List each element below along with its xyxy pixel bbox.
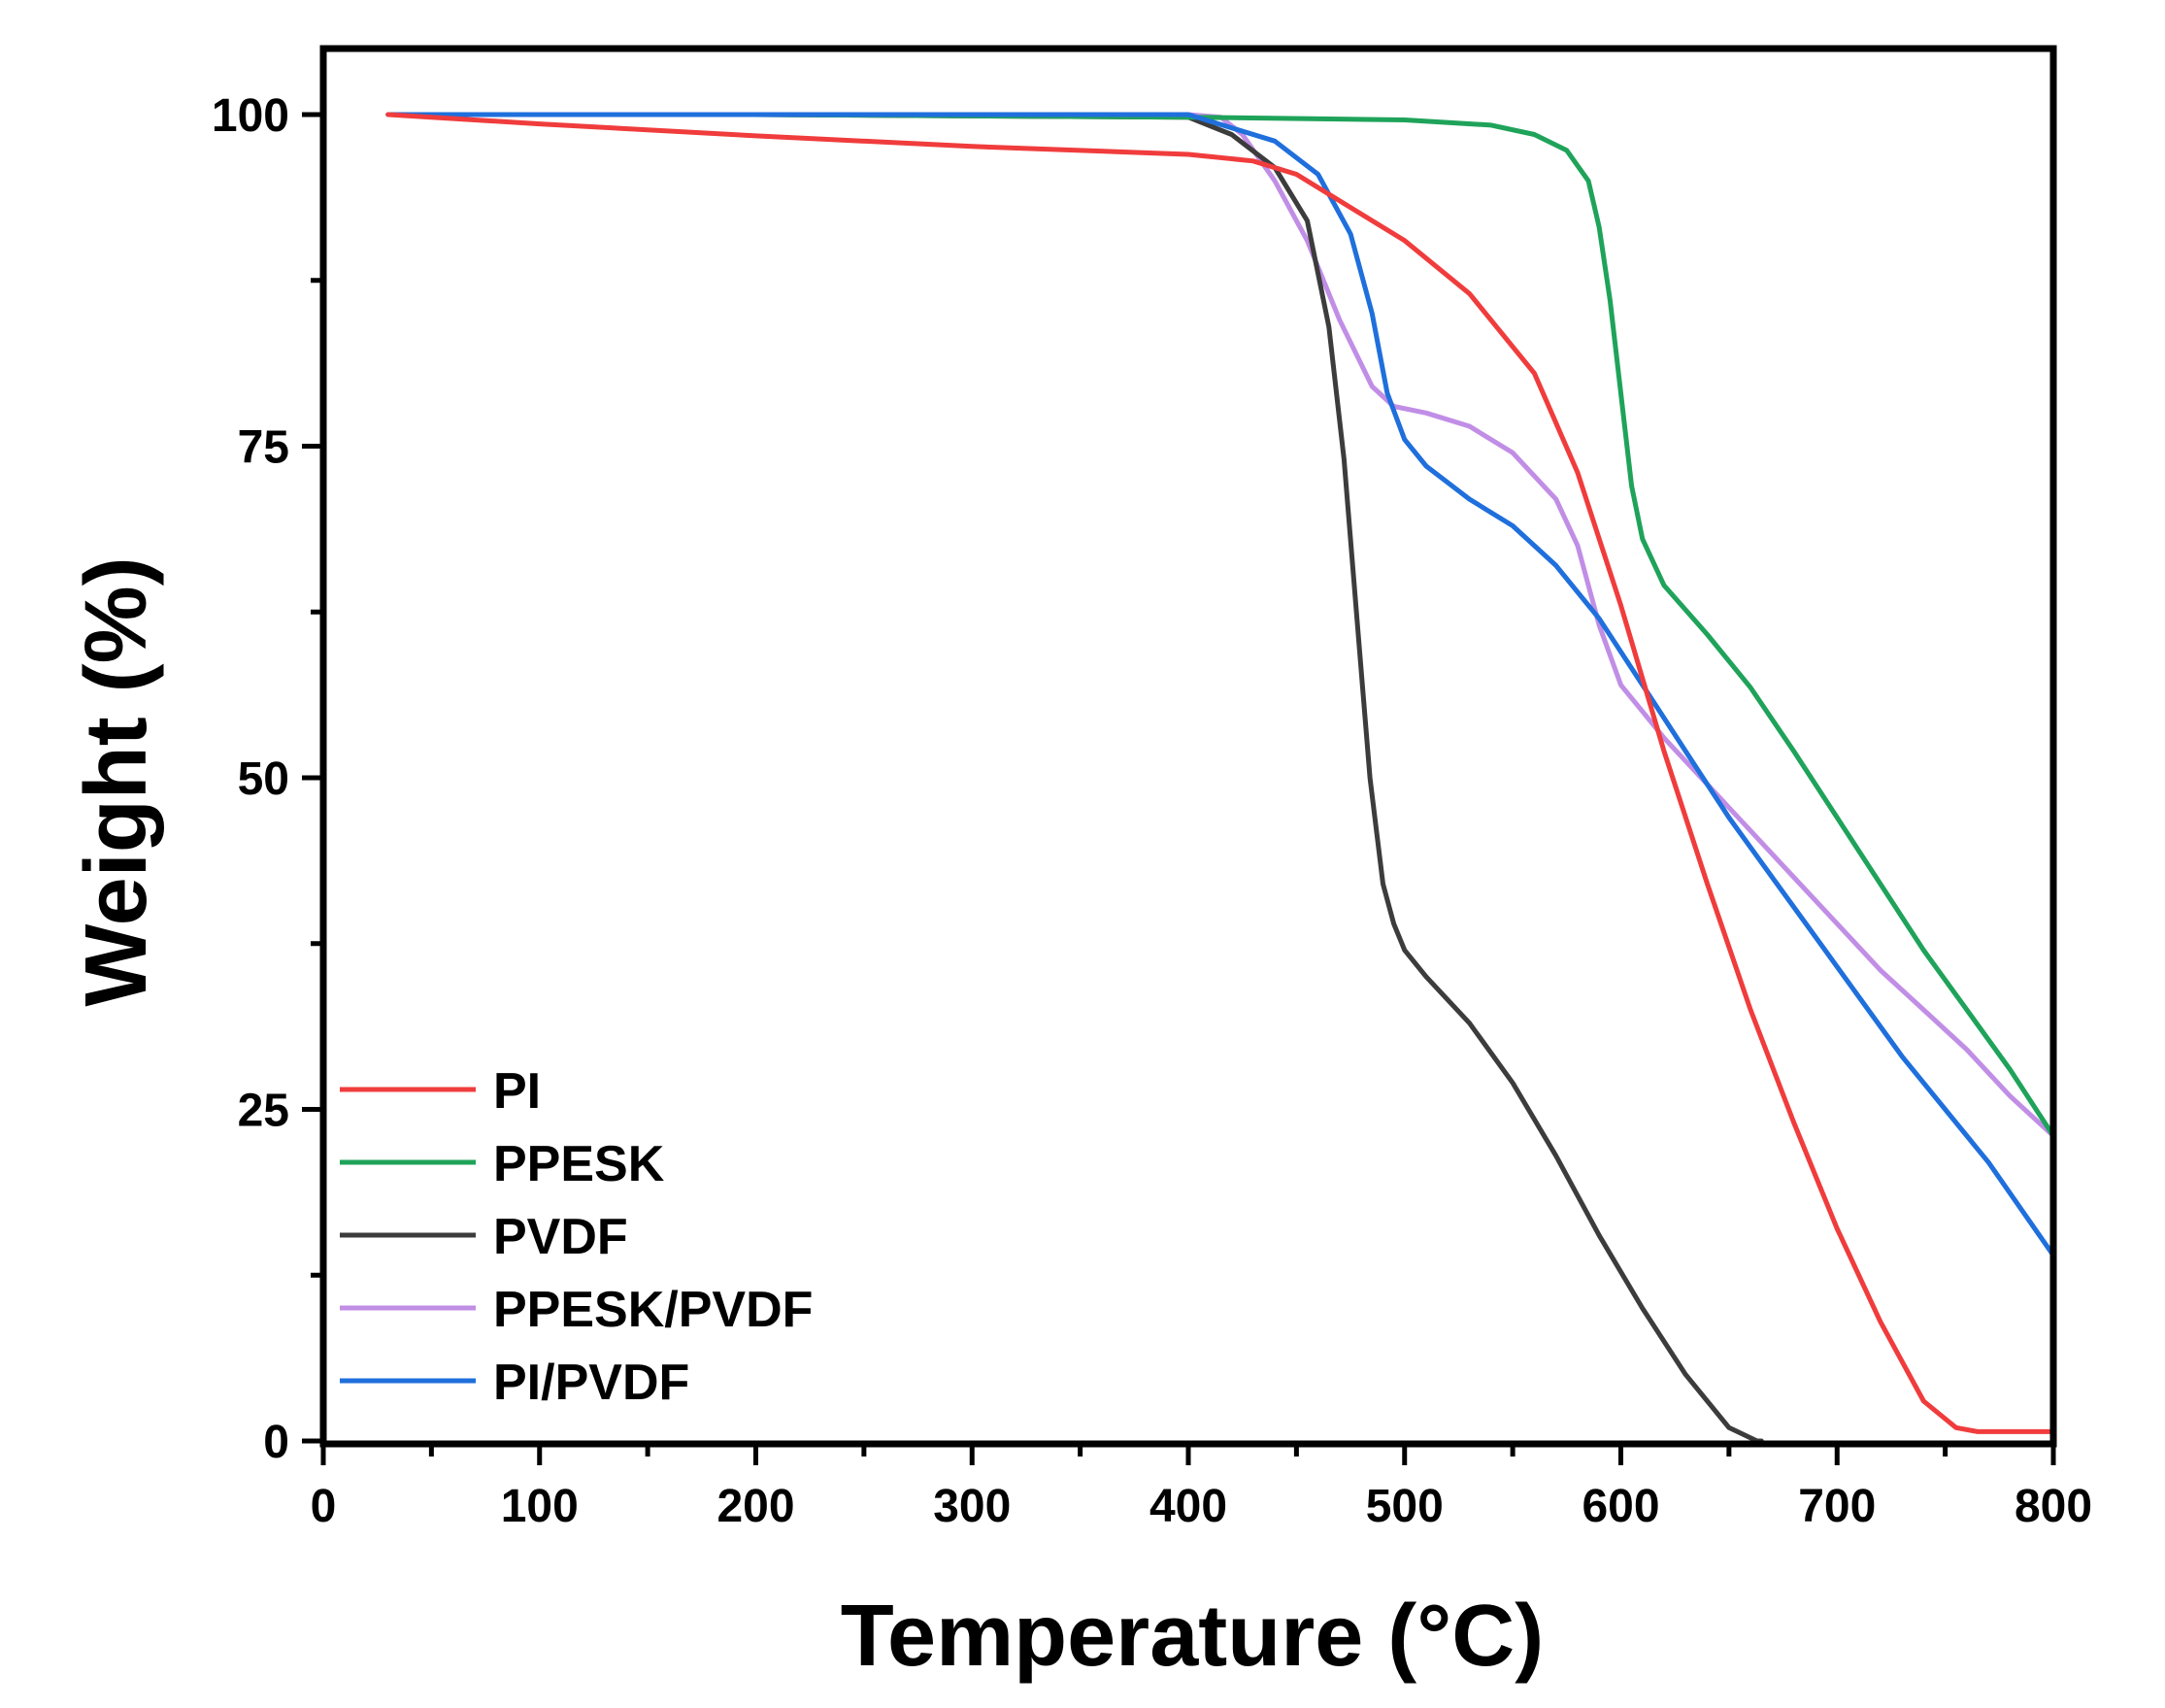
series-line-ppesk (385, 112, 2056, 1139)
x-tick-label: 600 (1582, 1481, 1659, 1532)
y-tick-label: 100 (212, 90, 289, 142)
x-tick-label: 200 (716, 1481, 794, 1532)
y-axis-title: Weight (%) (68, 556, 165, 1006)
x-tick-label: 800 (2015, 1481, 2092, 1532)
y-tick-label: 50 (238, 754, 289, 805)
x-tick-label: 100 (501, 1481, 579, 1532)
legend: PI PPESK PVDF PPESK/PVDF PI/PVDF (340, 1063, 813, 1411)
legend-label-ppesk-pvdf: PPESK/PVDF (493, 1282, 813, 1338)
legend-label-pvdf: PVDF (493, 1209, 628, 1265)
axis-ticks: 0 100 200 300 400 500 600 700 800 0 25 50 75 100 (212, 90, 2092, 1532)
x-tick-label: 300 (933, 1481, 1011, 1532)
x-tick-label: 0 (311, 1481, 337, 1532)
y-tick-label: 25 (238, 1086, 289, 1137)
x-tick-label: 700 (1798, 1481, 1876, 1532)
legend-label-pi: PI (493, 1063, 541, 1120)
legend-label-pi-pvdf: PI/PVDF (493, 1355, 689, 1411)
x-axis-title: Temperature (°C) (841, 1588, 1544, 1685)
series-line-pvdf (385, 112, 1764, 1444)
y-tick-label: 75 (238, 422, 289, 474)
series-line-pi-pvdf (385, 112, 2056, 1258)
x-tick-label: 400 (1149, 1481, 1227, 1532)
y-tick-label: 0 (263, 1417, 289, 1468)
x-tick-label: 500 (1366, 1481, 1444, 1532)
series-line-pi (385, 112, 2056, 1434)
series-lines (385, 112, 2056, 1444)
legend-label-ppesk: PPESK (493, 1136, 665, 1192)
